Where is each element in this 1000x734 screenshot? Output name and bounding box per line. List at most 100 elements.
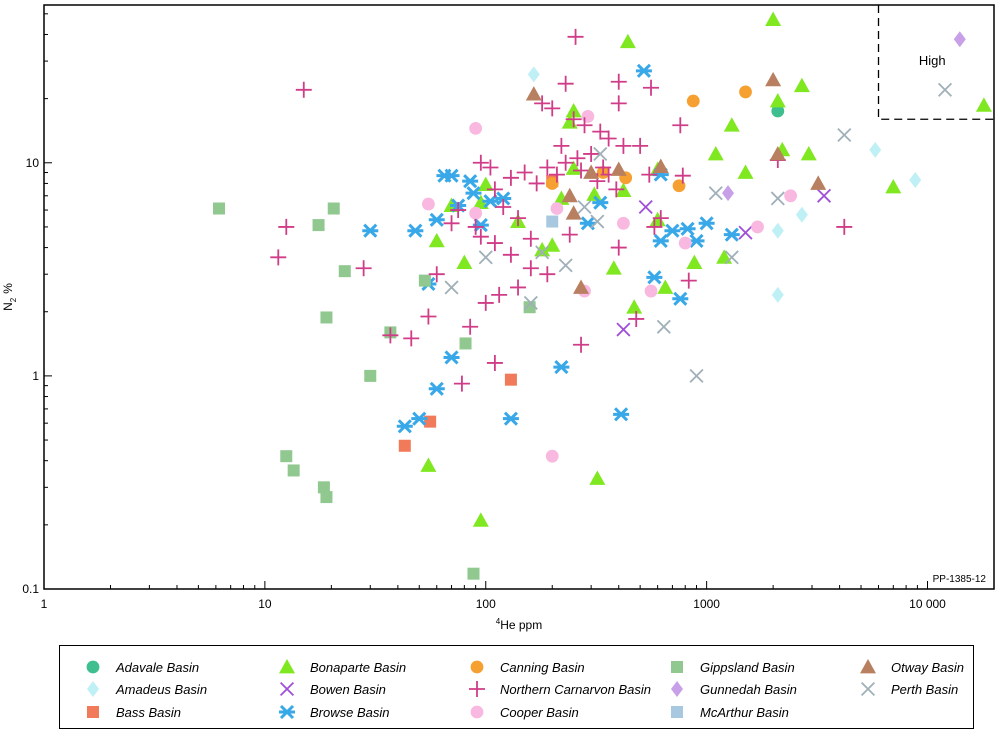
legend-marker-browse-basin [279, 704, 295, 720]
point-perth-basin-1 [837, 127, 852, 143]
point-northern-carnarvon-basin-11 [610, 95, 627, 112]
point-northern-carnarvon-basin-57 [522, 230, 539, 247]
point-northern-carnarvon-basin-40 [428, 266, 445, 283]
legend-item-canning-basin: Canning Basin [464, 656, 585, 678]
point-bowen-basin-1 [816, 188, 832, 203]
point-browse-basin-8 [462, 174, 479, 189]
legend-item-mcarthur-basin: McArthur Basin [664, 701, 789, 723]
point-otway-basin-1 [525, 86, 542, 101]
point-gippsland-basin-11 [287, 464, 300, 477]
point-amadeus-basin-4 [771, 286, 784, 303]
high-region-label: High [919, 53, 946, 68]
point-northern-carnarvon-basin-14 [583, 145, 600, 162]
point-northern-carnarvon-basin-43 [502, 246, 519, 263]
point-northern-carnarvon-basin-4 [557, 75, 574, 92]
point-otway-basin-9 [573, 279, 590, 294]
x-tick-label: 1000 [693, 597, 720, 611]
point-northern-carnarvon-basin-34 [467, 218, 484, 235]
point-gunnedah-basin-0 [953, 31, 966, 48]
point-northern-carnarvon-basin-10 [600, 130, 617, 147]
point-perth-basin-9 [535, 245, 550, 260]
point-mcarthur-basin-0 [546, 215, 559, 228]
point-northern-carnarvon-basin-47 [477, 294, 494, 311]
legend-item-gippsland-basin: Gippsland Basin [664, 656, 795, 678]
point-otway-basin-2 [561, 187, 578, 203]
point-northern-carnarvon-basin-13 [569, 150, 586, 167]
point-northern-carnarvon-basin-0 [567, 28, 584, 45]
point-gippsland-basin-8 [418, 274, 431, 287]
point-bonaparte-basin-12 [885, 178, 902, 194]
legend-marker-perth-basin [860, 681, 876, 697]
x-axis-label-text: He ppm [500, 618, 542, 632]
point-northern-carnarvon-basin-2 [610, 73, 627, 90]
legend-symbol-cooper-basin [470, 705, 484, 719]
point-amadeus-basin-5 [795, 206, 808, 223]
point-northern-carnarvon-basin-7 [565, 111, 582, 128]
point-northern-carnarvon-basin-27 [608, 181, 625, 198]
legend-item-amadeus-basin: Amadeus Basin [80, 678, 207, 700]
legend-marker-gunnedah-basin [671, 681, 683, 697]
point-otway-basin-4 [610, 161, 627, 176]
legend-marker-bonaparte-basin [279, 659, 295, 674]
point-browse-basin-20 [698, 216, 715, 231]
y-axis-label: N2% [1, 283, 18, 311]
point-bonaparte-basin-27 [605, 260, 622, 275]
point-cooper-basin-0 [469, 121, 483, 135]
point-bonaparte-basin-29 [657, 279, 674, 294]
point-bonaparte-basin-26 [456, 254, 473, 270]
point-northern-carnarvon-basin-22 [548, 166, 565, 183]
point-amadeus-basin-0 [527, 66, 540, 83]
point-cooper-basin-7 [550, 202, 564, 215]
point-northern-carnarvon-basin-59 [646, 218, 663, 235]
point-perth-basin-7 [724, 250, 739, 265]
point-canning-basin-0 [686, 94, 700, 108]
point-northern-carnarvon-basin-51 [453, 375, 470, 392]
legend-marker-northern-carnarvon-basin [469, 681, 485, 697]
legend-label: Bonaparte Basin [310, 659, 407, 675]
point-bonaparte-basin-24 [534, 241, 551, 257]
point-canning-basin-5 [545, 177, 559, 190]
point-bonaparte-basin-32 [420, 457, 437, 472]
point-northern-carnarvon-basin-65 [836, 218, 853, 235]
legend-marker-cooper-basin [470, 705, 484, 719]
legend-item-adavale-basin: Adavale Basin [80, 656, 199, 678]
legend-symbol-perth-basin [860, 681, 876, 697]
y-tick-label: 0.1 [22, 582, 39, 596]
point-otway-basin-0 [765, 71, 782, 87]
point-gippsland-basin-13 [320, 491, 333, 504]
point-northern-carnarvon-basin-29 [472, 154, 489, 171]
legend-symbol-mcarthur-basin [671, 706, 683, 718]
point-northern-carnarvon-basin-54 [382, 327, 399, 344]
point-otway-basin-8 [565, 205, 582, 220]
point-bonaparte-basin-8 [707, 145, 724, 161]
point-perth-basin-8 [558, 258, 573, 273]
point-northern-carnarvon-basin-50 [486, 354, 503, 371]
point-northern-carnarvon-basin-66 [641, 166, 658, 183]
point-bonaparte-basin-10 [800, 145, 817, 161]
legend-label: Otway Basin [891, 659, 964, 675]
point-northern-carnarvon-basin-18 [672, 117, 689, 134]
legend-label: Bass Basin [116, 704, 182, 720]
point-bowen-basin-0 [616, 322, 631, 337]
point-bonaparte-basin-30 [626, 299, 643, 314]
point-northern-carnarvon-basin-63 [680, 272, 697, 289]
point-browse-basin-6 [443, 168, 460, 183]
legend-item-cooper-basin: Cooper Basin [464, 701, 579, 723]
point-bonaparte-basin-17 [477, 176, 494, 191]
point-northern-carnarvon-basin-12 [553, 137, 570, 154]
point-bowen-basin-3 [638, 199, 653, 215]
point-cooper-basin-9 [644, 284, 658, 298]
legend-marker-canning-basin [470, 660, 484, 674]
point-perth-basin-13 [689, 368, 704, 383]
point-northern-carnarvon-basin-52 [420, 308, 437, 325]
point-bass-basin-3 [398, 439, 411, 452]
legend-marker-gippsland-basin [671, 661, 683, 673]
legend-symbol-northern-carnarvon-basin [469, 681, 485, 697]
point-otway-basin-5 [652, 158, 669, 173]
point-browse-basin-16 [652, 233, 669, 248]
point-bonaparte-basin-0 [765, 11, 782, 26]
point-browse-basin-28 [502, 411, 519, 426]
point-northern-carnarvon-basin-16 [615, 137, 632, 154]
